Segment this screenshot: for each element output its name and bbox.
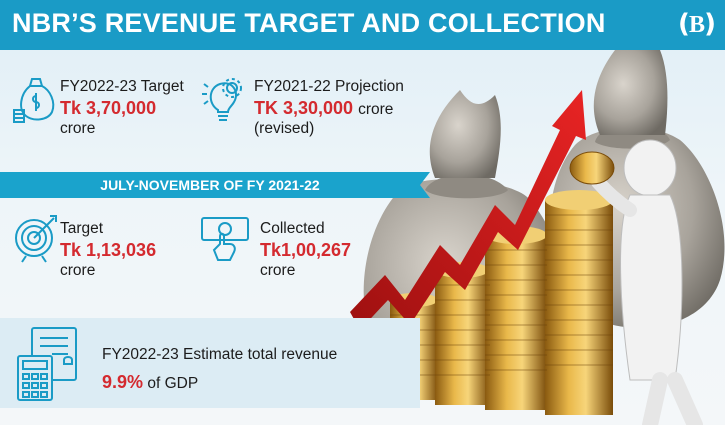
period-band-text: JULY-NOVEMBER OF FY 2021-22 [100, 177, 320, 193]
fy-target-value: Tk 3,70,000 [60, 98, 157, 118]
logo-letter: B [688, 12, 705, 38]
growth-arrow [350, 90, 586, 330]
calculator-document-icon [17, 327, 77, 401]
estimate-percent: 9.9% [102, 372, 144, 392]
fy-target-label: FY2022-23 Target [60, 78, 184, 95]
publisher-logo: (B) [678, 9, 716, 39]
period-target-label: Target [60, 220, 104, 237]
fy2022-23-target: FY2022-23 Target Tk 3,70,000 crore [60, 78, 184, 138]
period-target: Target Tk 1,13,036 crore [60, 220, 156, 280]
period-collected: Collected Tk1,00,267 crore [260, 220, 351, 280]
period-collected-value: Tk1,00,267 [260, 240, 352, 260]
fy-target-unit: crore [60, 120, 96, 137]
period-band-tail [420, 172, 430, 198]
fy-projection-value-row: TK 3,30,000 crore [254, 98, 404, 119]
cash-collected-icon [201, 217, 249, 261]
period-band: JULY-NOVEMBER OF FY 2021-22 [0, 172, 420, 198]
fy-projection-unit: crore [358, 101, 394, 118]
fy-projection-label: FY2021-22 Projection [254, 78, 404, 95]
period-collected-label: Collected [260, 220, 325, 237]
estimate-suffix: of GDP [143, 375, 199, 392]
estimate-label: FY2022-23 Estimate total revenue [102, 346, 338, 363]
fy-projection-note: (revised) [254, 120, 315, 137]
header-bar: NBR’S REVENUE TARGET AND COLLECTION (B) [0, 0, 725, 50]
idea-gear-icon [202, 78, 242, 121]
page-title: NBR’S REVENUE TARGET AND COLLECTION [12, 8, 606, 38]
figure-holding-coin [569, 139, 703, 425]
fy2021-22-projection: FY2021-22 Projection TK 3,30,000 crore (… [254, 78, 404, 138]
period-target-unit: crore [60, 262, 96, 279]
estimate-value-row: 9.9% of GDP [102, 372, 198, 393]
period-collected-unit: crore [260, 262, 296, 279]
target-icon [15, 215, 57, 263]
period-target-value: Tk 1,13,036 [60, 240, 157, 260]
fy-projection-value: TK 3,30,000 [254, 98, 354, 118]
money-bag-icon [13, 78, 55, 123]
